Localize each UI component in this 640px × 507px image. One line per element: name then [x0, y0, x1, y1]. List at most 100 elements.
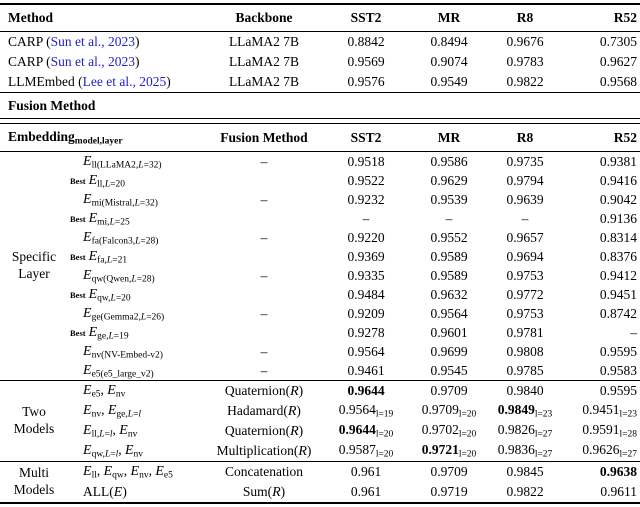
- text-part: R: [298, 443, 307, 459]
- fusion-method-cell: Concatenation: [210, 464, 318, 480]
- fusion-method-cell: –: [210, 344, 318, 360]
- text-part: nv(NV-Embed-v2): [91, 350, 163, 361]
- text-part: ge,: [97, 331, 109, 342]
- text-part: ge(Gemma2,: [91, 312, 141, 323]
- best-tag: Best: [70, 251, 86, 262]
- table-row: Ell, Eqw, Env, Ee5 Concatenation 0.961 0.97…: [68, 462, 640, 482]
- table-row: CARP (Sun et al., 2023) LLaMA2 7B 0.8842 0.…: [0, 32, 640, 52]
- value-cell: 0.9676: [484, 34, 566, 50]
- metric-value: 0.9735: [506, 153, 544, 169]
- layer-subscript: l=20: [458, 409, 477, 420]
- metric-value: 0.9539: [430, 191, 468, 207]
- text-part: qw,: [97, 293, 111, 304]
- text-part: E: [83, 443, 92, 459]
- fusion-method-cell: –: [210, 268, 318, 284]
- text-part: Sum(: [242, 483, 273, 499]
- metric-value: 0.9583: [599, 362, 637, 378]
- text-part: Multiplication(: [216, 442, 299, 458]
- metric-value: 0.9232: [347, 191, 385, 207]
- fusion-table-body: Specific Layer Ell(LLaMA2,L=32) –0.9518 0.95…: [0, 152, 640, 502]
- metric-value: 0.9781: [506, 324, 544, 340]
- text-part: E: [88, 210, 98, 226]
- value-cell: 0.9484: [318, 287, 414, 303]
- text-part: ll,: [97, 179, 105, 190]
- text-part: qw,: [91, 449, 105, 460]
- text-part: Quaternion(: [224, 382, 291, 398]
- section-multi-models: Multi Models Ell, Eqw, Env, Ee5 Concatenati…: [0, 462, 640, 502]
- backbone-cell: LLaMA2 7B: [228, 74, 300, 89]
- text-part: E: [88, 248, 98, 264]
- text-part: E: [83, 403, 92, 419]
- section-label-line: Two: [22, 404, 46, 420]
- value-cell: 0.9632: [414, 287, 484, 303]
- metric-value: 0.961: [350, 464, 382, 479]
- embedding-cell: Best Ege,L=19: [68, 324, 210, 342]
- text-part: E: [113, 484, 123, 500]
- layer-subscript: l=28: [619, 429, 638, 440]
- text-part: R: [272, 484, 281, 500]
- section-label: Specific Layer: [0, 249, 68, 283]
- metric-value: 0.9632: [430, 286, 468, 302]
- metric-value: 0.9545: [430, 362, 468, 378]
- value-cell: 0.7305: [566, 34, 640, 50]
- metric-value: 0.9552: [430, 229, 468, 245]
- value-cell: 0.9709: [414, 383, 484, 399]
- text-part: ge,: [116, 409, 128, 420]
- text-part: =20: [115, 293, 131, 304]
- metric-value: 0.8314: [599, 229, 637, 245]
- table-row: Best Emi,L=25 – – – 0.9136: [68, 209, 640, 228]
- citation-link[interactable]: Sun et al., 2023: [50, 34, 136, 49]
- text-part: E: [88, 172, 98, 188]
- text-part: –: [260, 153, 268, 169]
- fusion-method-band: Fusion Method: [0, 93, 640, 118]
- embedding-cell: Best Emi,L=25: [68, 210, 210, 228]
- metric-value: 0.8842: [347, 34, 385, 49]
- rule-section-divider: [0, 380, 640, 381]
- text-part: =: [104, 429, 110, 440]
- value-cell: 0.9451: [566, 287, 640, 303]
- text-part: R: [290, 423, 299, 439]
- layer-subscript: l=27: [534, 429, 553, 440]
- metric-value: 0.9591: [582, 422, 620, 438]
- text-part: ): [298, 382, 304, 398]
- text-part: –: [260, 191, 268, 207]
- value-cell: 0.9564: [318, 344, 414, 360]
- metric-value: 0.9564: [430, 305, 468, 321]
- text-part: ll: [91, 470, 97, 481]
- text-part: nv: [115, 389, 126, 400]
- embedding-cell: Ell(LLaMA2,L=32): [68, 153, 210, 171]
- backbone-cell: LLaMA2 7B: [228, 34, 300, 49]
- text-part: L: [127, 409, 134, 420]
- value-cell: 0.9709: [414, 464, 484, 480]
- text-part: e5: [163, 470, 173, 481]
- text-part: l: [109, 429, 113, 440]
- text-part: E: [107, 383, 116, 399]
- metric-value: 0.9335: [347, 267, 385, 283]
- text-part: L: [135, 236, 141, 247]
- value-cell: 0.9699: [414, 344, 484, 360]
- text-part: nv: [133, 449, 144, 460]
- rule-bottom: [0, 502, 640, 504]
- rule-double: [0, 118, 640, 124]
- metric-value: 0.9753: [506, 305, 544, 321]
- text-part: ): [122, 483, 127, 499]
- value-cell: 0.9278: [318, 325, 414, 341]
- embedding-cell: Ee5(e5_large_v2): [68, 362, 210, 380]
- value-cell: 0.9772: [484, 287, 566, 303]
- table-row: LLMEmbed (Lee et al., 2025) LLaMA2 7B 0.95…: [0, 72, 640, 92]
- section-rows: Ee5, Env Quaternion(R) 0.9644 0.9709 0.9840 0…: [68, 381, 640, 461]
- metric-value: 0.9627: [599, 54, 637, 69]
- table-row: CARP (Sun et al., 2023) LLaMA2 7B 0.9569 0.…: [0, 52, 640, 72]
- value-cell: 0.9822: [484, 484, 566, 500]
- value-cell: 0.9709l=20: [414, 402, 484, 420]
- value-cell: 0.8742: [566, 306, 640, 322]
- text-part: L: [109, 217, 115, 228]
- metric-value: 0.9278: [347, 324, 385, 340]
- fusion-method-cell: –: [210, 306, 318, 322]
- embedding-cell: Env, Ege,L=l: [68, 402, 210, 420]
- metric-value: 0.9220: [347, 229, 385, 245]
- citation-link[interactable]: Lee et al., 2025: [82, 74, 167, 89]
- value-cell: 0.9808: [484, 344, 566, 360]
- citation-link[interactable]: Sun et al., 2023: [50, 54, 136, 69]
- text-part: e5: [91, 389, 101, 400]
